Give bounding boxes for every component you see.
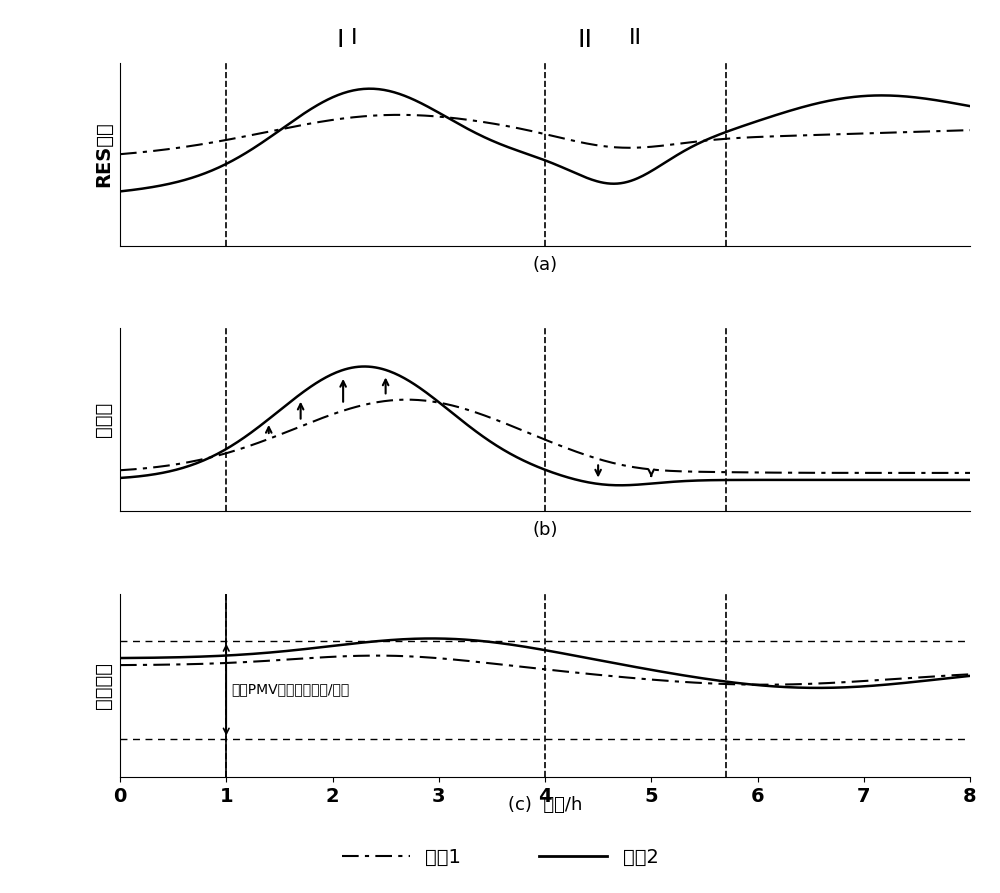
Text: I: I bbox=[336, 29, 344, 52]
Text: (c)  时间/h: (c) 时间/h bbox=[508, 796, 582, 814]
Text: II: II bbox=[578, 29, 592, 52]
Legend: 场景1, 场景2: 场景1, 场景2 bbox=[334, 839, 666, 874]
Y-axis label: RES出力: RES出力 bbox=[94, 121, 113, 187]
Y-axis label: 室内温度: 室内温度 bbox=[94, 662, 113, 709]
Text: (b): (b) bbox=[532, 522, 558, 539]
Text: II: II bbox=[629, 28, 642, 48]
Text: (a): (a) bbox=[532, 255, 558, 273]
Text: 符合PMV要求的温度上/下限: 符合PMV要求的温度上/下限 bbox=[232, 682, 350, 697]
Y-axis label: 供热量: 供热量 bbox=[94, 402, 113, 438]
Text: I: I bbox=[351, 28, 357, 48]
